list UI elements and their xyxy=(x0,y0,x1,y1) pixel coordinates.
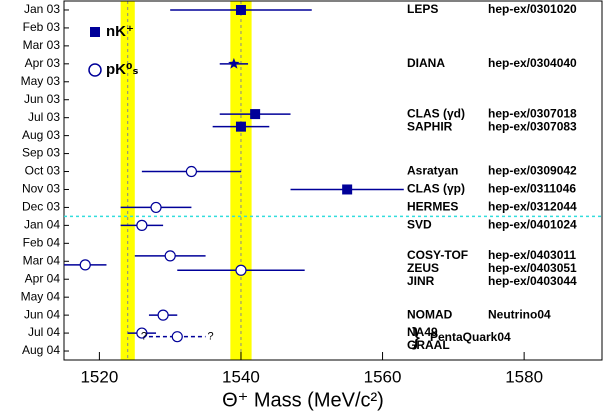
experiment-name: SVD xyxy=(407,218,432,232)
experiment-name: NOMAD xyxy=(407,307,453,321)
experiment-name: SAPHIR xyxy=(407,119,453,133)
reference: hep-ex/0403051 xyxy=(488,261,577,275)
legend-label: pK⁰ₛ xyxy=(106,61,139,78)
data-point xyxy=(164,250,176,262)
y-tick-label: Aug 04 xyxy=(22,343,60,357)
reference: hep-ex/0304040 xyxy=(488,56,577,70)
reference: Neutrino04 xyxy=(488,307,551,321)
data-point xyxy=(136,219,148,231)
uncertain-mark: ? xyxy=(208,331,214,343)
y-tick-label: Sep 03 xyxy=(22,146,60,160)
experiment-name: NA49 xyxy=(407,325,438,339)
x-tick-label: 1580 xyxy=(505,367,543,386)
legend-marker xyxy=(90,27,100,37)
y-tick-label: Jan 03 xyxy=(24,2,60,16)
band xyxy=(120,1,135,360)
brace: } xyxy=(412,323,420,350)
y-tick-label: Apr 04 xyxy=(25,271,61,285)
experiment-name: COSY-TOF xyxy=(407,248,468,262)
experiment-name: CLAS (γd) xyxy=(407,106,465,120)
x-tick-label: 1560 xyxy=(364,367,402,386)
experiment-name: DIANA xyxy=(407,56,445,70)
data-point xyxy=(136,327,148,339)
data-point xyxy=(79,259,91,271)
y-tick-label: Mar 03 xyxy=(23,38,61,52)
data-point xyxy=(342,184,353,195)
y-tick-label: Jul 03 xyxy=(28,110,60,124)
y-tick-label: Feb 03 xyxy=(23,20,61,34)
uncertain-mark: ? xyxy=(141,331,147,343)
data-point xyxy=(235,121,246,132)
y-tick-label: Dec 03 xyxy=(22,200,60,214)
y-tick-label: May 04 xyxy=(21,289,61,303)
plot-frame xyxy=(63,0,603,361)
x-tick-label: 1520 xyxy=(80,367,118,386)
group-reference: PentaQuark04 xyxy=(430,330,511,344)
reference: hep-ex/0403011 xyxy=(488,248,576,262)
reference: hep-ex/0401024 xyxy=(488,218,577,232)
x-axis-title: Θ⁺ Mass (MeV/c²) xyxy=(222,389,384,411)
reference: hep-ex/0309042 xyxy=(488,164,577,178)
data-point xyxy=(228,57,240,69)
band xyxy=(230,1,252,360)
data-point xyxy=(150,201,162,214)
y-tick-label: Mar 04 xyxy=(23,253,61,267)
data-point xyxy=(185,165,198,178)
y-tick-label: Aug 03 xyxy=(22,128,60,142)
y-tick-label: Oct 03 xyxy=(25,164,61,178)
reference: hep-ex/0307083 xyxy=(488,119,577,133)
y-tick-label: Nov 03 xyxy=(22,182,60,196)
reference: hep-ex/0403044 xyxy=(488,274,577,288)
experiment-name: JINR xyxy=(407,274,435,288)
experiment-name: LEPS xyxy=(407,2,438,16)
reference: hep-ex/0301020 xyxy=(488,2,577,16)
experiment-name: HERMES xyxy=(407,200,458,214)
reference: hep-ex/0307018 xyxy=(488,106,577,120)
data-point xyxy=(250,109,261,120)
y-tick-label: Jun 03 xyxy=(24,92,60,106)
experiment-name: GRAAL xyxy=(407,338,450,352)
legend-marker xyxy=(88,63,102,77)
experiment-name: Asratyan xyxy=(407,164,458,178)
y-tick-label: Jun 04 xyxy=(24,307,60,321)
y-tick-label: May 03 xyxy=(21,74,61,88)
data-point xyxy=(157,309,169,321)
experiment-name: ZEUS xyxy=(407,261,439,275)
legend-label: nK⁺ xyxy=(106,23,134,40)
x-tick-label: 1540 xyxy=(222,367,260,386)
y-tick-label: Jul 04 xyxy=(28,325,60,339)
experiment-name: CLAS (γp) xyxy=(407,182,465,196)
data-point xyxy=(235,264,247,276)
data-point xyxy=(235,4,246,15)
reference: hep-ex/0311046 xyxy=(488,182,576,196)
data-point xyxy=(171,331,183,343)
y-tick-label: Jan 04 xyxy=(24,218,60,232)
y-tick-label: Apr 03 xyxy=(25,56,61,70)
reference: hep-ex/0312044 xyxy=(488,200,577,214)
y-tick-label: Feb 04 xyxy=(23,235,61,249)
